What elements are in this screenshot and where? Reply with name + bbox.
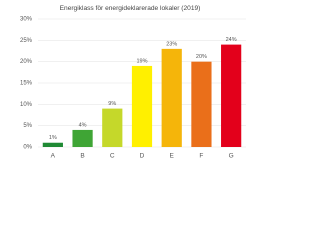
value-label: 4%: [79, 122, 87, 128]
y-tick-label: 25%: [20, 38, 33, 44]
y-tick-label: 15%: [20, 81, 33, 87]
y-tick-label: 10%: [20, 102, 33, 108]
x-tick-label: G: [229, 153, 234, 160]
x-tick-label: F: [199, 153, 203, 160]
bar: [131, 65, 153, 147]
x-tick-label: E: [170, 153, 175, 160]
y-tick-label: 0%: [23, 145, 32, 151]
value-label: 19%: [136, 58, 147, 64]
x-tick-label: D: [140, 153, 145, 160]
chart-title: Energiklass för energideklarerade lokale…: [60, 5, 201, 12]
bar: [72, 129, 93, 147]
value-label: 24%: [226, 37, 237, 43]
x-tick-label: A: [51, 153, 56, 160]
y-tick-label: 5%: [23, 123, 32, 129]
chart: Energiklass för energideklarerade lokale…: [20, 5, 246, 160]
bar: [191, 61, 212, 147]
bar: [102, 108, 123, 147]
value-label: 23%: [166, 41, 177, 47]
y-tick-label: 30%: [20, 17, 33, 23]
y-tick-label: 20%: [20, 59, 33, 65]
x-tick-label: C: [110, 153, 115, 160]
value-label: 1%: [49, 135, 57, 141]
bar: [42, 142, 63, 147]
value-label: 9%: [108, 101, 116, 107]
x-tick-label: B: [80, 153, 84, 160]
bar: [221, 44, 242, 147]
bar: [161, 48, 182, 147]
value-label: 20%: [196, 54, 207, 60]
